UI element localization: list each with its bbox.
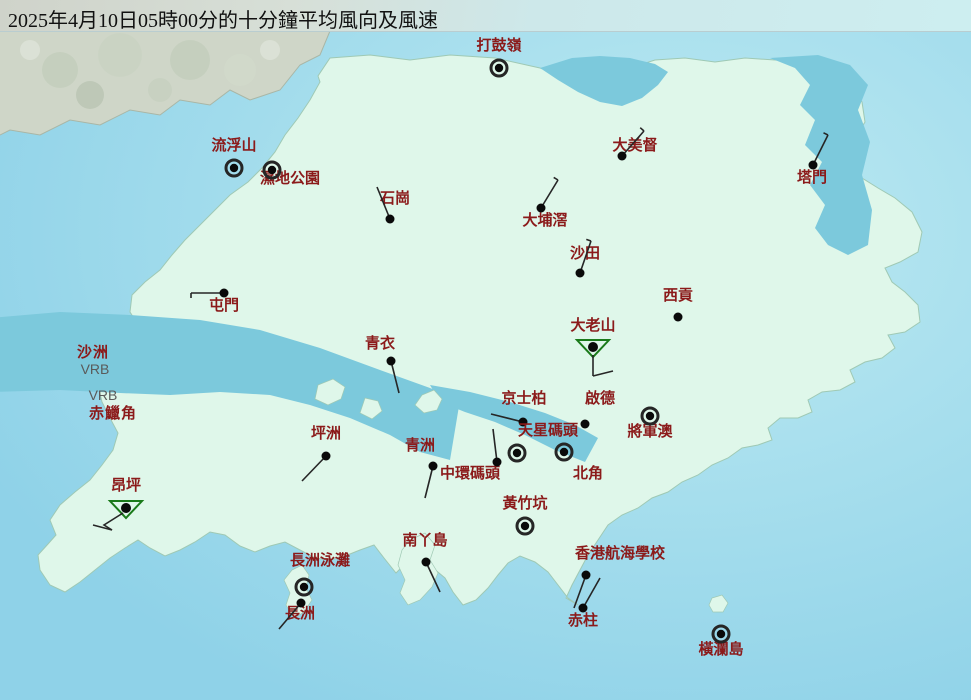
svg-text:大美督: 大美督 [612, 136, 657, 154]
svg-text:屯門: 屯門 [209, 296, 239, 314]
svg-text:長洲泳灘: 長洲泳灘 [290, 551, 350, 569]
svg-text:VRB: VRB [81, 361, 110, 377]
svg-text:北角: 北角 [573, 464, 603, 482]
svg-text:赤柱: 赤柱 [568, 611, 598, 629]
svg-text:中環碼頭: 中環碼頭 [440, 464, 501, 482]
svg-text:VRB: VRB [89, 387, 118, 403]
svg-text:流浮山: 流浮山 [211, 136, 256, 154]
svg-text:大埔滘: 大埔滘 [522, 211, 567, 229]
svg-text:坪洲: 坪洲 [311, 425, 341, 442]
svg-text:西貢: 西貢 [663, 287, 693, 304]
svg-text:沙洲: 沙洲 [77, 344, 109, 361]
svg-text:青洲: 青洲 [405, 436, 435, 454]
svg-text:天星碼頭: 天星碼頭 [518, 422, 579, 439]
svg-text:京士柏: 京士柏 [501, 389, 546, 407]
svg-text:塔門: 塔門 [797, 168, 827, 186]
svg-text:啟德: 啟德 [585, 389, 615, 407]
svg-text:大老山: 大老山 [570, 316, 615, 334]
svg-text:打鼓嶺: 打鼓嶺 [476, 36, 521, 54]
svg-text:昂坪: 昂坪 [111, 477, 141, 494]
svg-text:南丫島: 南丫島 [402, 531, 447, 549]
svg-text:黃竹坑: 黃竹坑 [502, 494, 547, 512]
svg-text:青衣: 青衣 [365, 334, 395, 352]
svg-text:香港航海學校: 香港航海學校 [575, 544, 666, 562]
svg-text:長洲: 長洲 [285, 605, 315, 622]
svg-text:赤鱲角: 赤鱲角 [89, 404, 137, 422]
